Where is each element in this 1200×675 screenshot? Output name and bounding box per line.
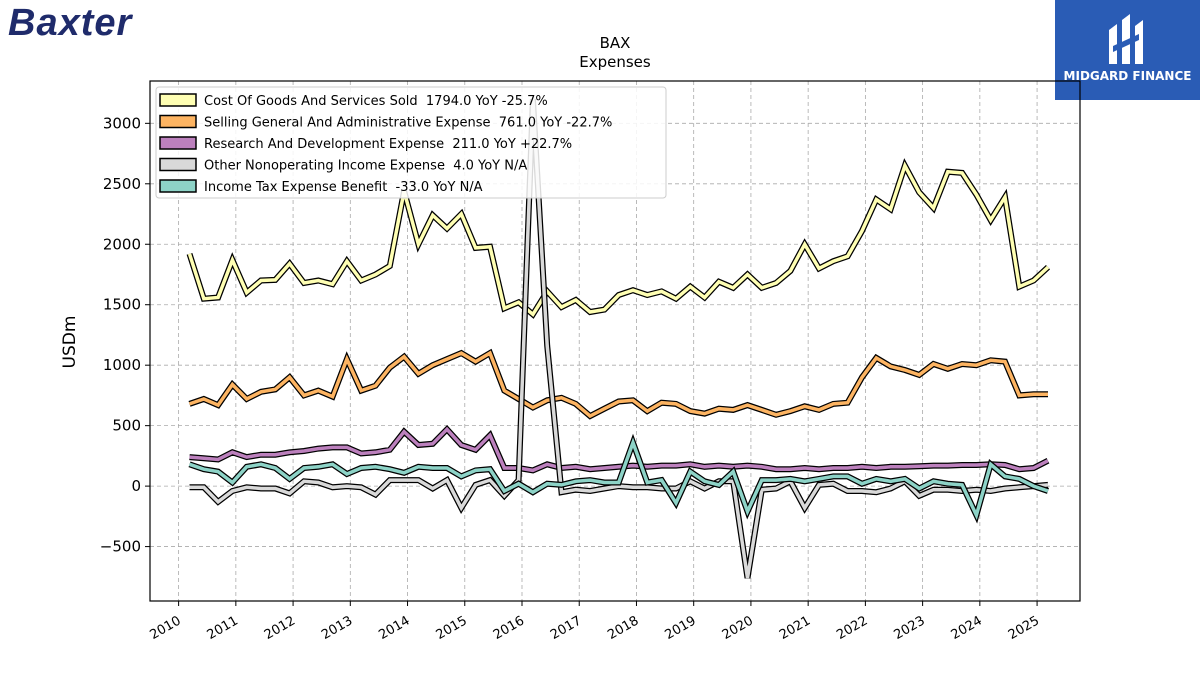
legend-swatch — [159, 179, 197, 193]
x-tick-label: 2022 — [834, 613, 870, 643]
x-tick-label: 2013 — [319, 613, 355, 643]
series-stroke — [188, 350, 1048, 419]
x-tick-label: 2018 — [605, 613, 641, 643]
series-outline — [188, 348, 1048, 420]
x-tick-label: 2012 — [262, 613, 298, 643]
chart-title: BAX — [600, 34, 631, 52]
x-tick-label: 2021 — [777, 613, 813, 643]
y-axis-label: USDm — [60, 316, 80, 369]
legend-swatch — [159, 157, 197, 172]
x-tick-label: 2011 — [205, 613, 241, 643]
x-tick-label: 2016 — [491, 613, 527, 643]
x-tick-label: 2020 — [720, 613, 756, 643]
midgard-finance-badge: MIDGARD FINANCE — [1055, 0, 1200, 100]
y-tick-label: −500 — [100, 538, 141, 556]
series-line — [188, 348, 1048, 420]
x-tick-label: 2017 — [548, 613, 584, 643]
x-tick-label: 2015 — [434, 613, 470, 643]
series-line — [189, 424, 1050, 474]
legend: Cost Of Goods And Services Sold 1794.0 Y… — [155, 86, 667, 199]
series-line — [188, 433, 1049, 524]
x-tick-label: 2010 — [147, 613, 183, 643]
legend-entry: Research And Development Expense 211.0 Y… — [204, 137, 572, 152]
legend-swatch — [159, 136, 197, 150]
x-tick-label: 2019 — [663, 613, 699, 643]
y-tick-label: 1500 — [103, 296, 141, 314]
series-stroke — [187, 161, 1050, 318]
x-tick-label: 2023 — [891, 613, 927, 643]
series-stroke — [188, 437, 1049, 521]
legend-entry: Cost Of Goods And Services Sold 1794.0 Y… — [204, 94, 548, 109]
series-layer — [186, 98, 1051, 579]
y-tick-label: 3000 — [103, 114, 141, 132]
legend-swatch — [159, 114, 197, 129]
brand-logo: Baxter — [8, 2, 133, 44]
y-tick-label: 1000 — [103, 356, 141, 374]
legend-entry: Selling General And Administrative Expen… — [204, 116, 612, 131]
legend-swatch — [159, 93, 197, 107]
midgard-logo-icon — [1109, 14, 1143, 64]
y-tick-label: 2500 — [103, 175, 141, 193]
badge-text: MIDGARD FINANCE — [1063, 69, 1192, 83]
legend-entry: Other Nonoperating Income Expense 4.0 Yo… — [204, 159, 527, 174]
series-stroke — [189, 426, 1049, 473]
x-tick-label: 2024 — [949, 613, 985, 643]
x-tick-label: 2014 — [376, 613, 412, 643]
y-tick-label: 0 — [131, 477, 141, 495]
legend-box — [155, 86, 667, 199]
x-tick-label: 2025 — [1006, 613, 1042, 643]
plot-frame — [149, 80, 1081, 602]
chart-subtitle: Expenses — [579, 53, 651, 71]
series-line — [186, 158, 1051, 319]
y-tick-label: 500 — [112, 417, 141, 435]
legend-entry: Income Tax Expense Benefit -33.0 YoY N/A — [204, 180, 483, 195]
y-tick-label: 2000 — [103, 235, 141, 253]
